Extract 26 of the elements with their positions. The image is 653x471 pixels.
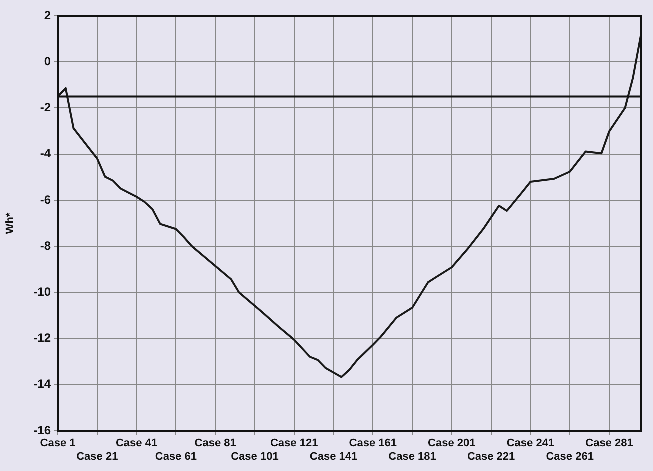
y-tick-label: 0: [44, 54, 52, 68]
y-tick-label: -12: [34, 331, 52, 346]
x-tick-label: Case 241: [506, 438, 555, 450]
x-tick-label: Case 41: [116, 438, 158, 450]
x-tick-label: Case 121: [270, 438, 318, 450]
y-tick-label: -8: [40, 238, 52, 253]
y-tick-label: -10: [34, 284, 52, 299]
x-tick-label: Case 221: [467, 450, 516, 463]
x-tick-label: Case 141: [310, 450, 358, 463]
x-tick-label: Case 61: [155, 450, 197, 463]
x-tick-label: Case 81: [194, 438, 236, 450]
x-tick-label: Case 101: [231, 450, 279, 463]
x-tick-label: Case 201: [428, 438, 476, 450]
y-tick-label: -4: [40, 146, 52, 161]
x-tick-label: Case 161: [349, 438, 397, 450]
y-tick-label: -16: [34, 423, 52, 438]
y-tick-label: -14: [34, 377, 52, 392]
x-tick-label: Case 281: [586, 438, 634, 450]
y-tick-label: 2: [44, 8, 52, 22]
y-tick-label: -6: [40, 192, 52, 207]
y-tick-label: -2: [40, 100, 52, 115]
y-axis-title: Wh*: [4, 212, 17, 234]
x-tick-label: Case 1: [40, 438, 76, 450]
x-tick-label: Case 181: [388, 450, 436, 463]
x-tick-label: Case 261: [546, 450, 594, 463]
x-tick-label: Case 21: [76, 450, 118, 463]
